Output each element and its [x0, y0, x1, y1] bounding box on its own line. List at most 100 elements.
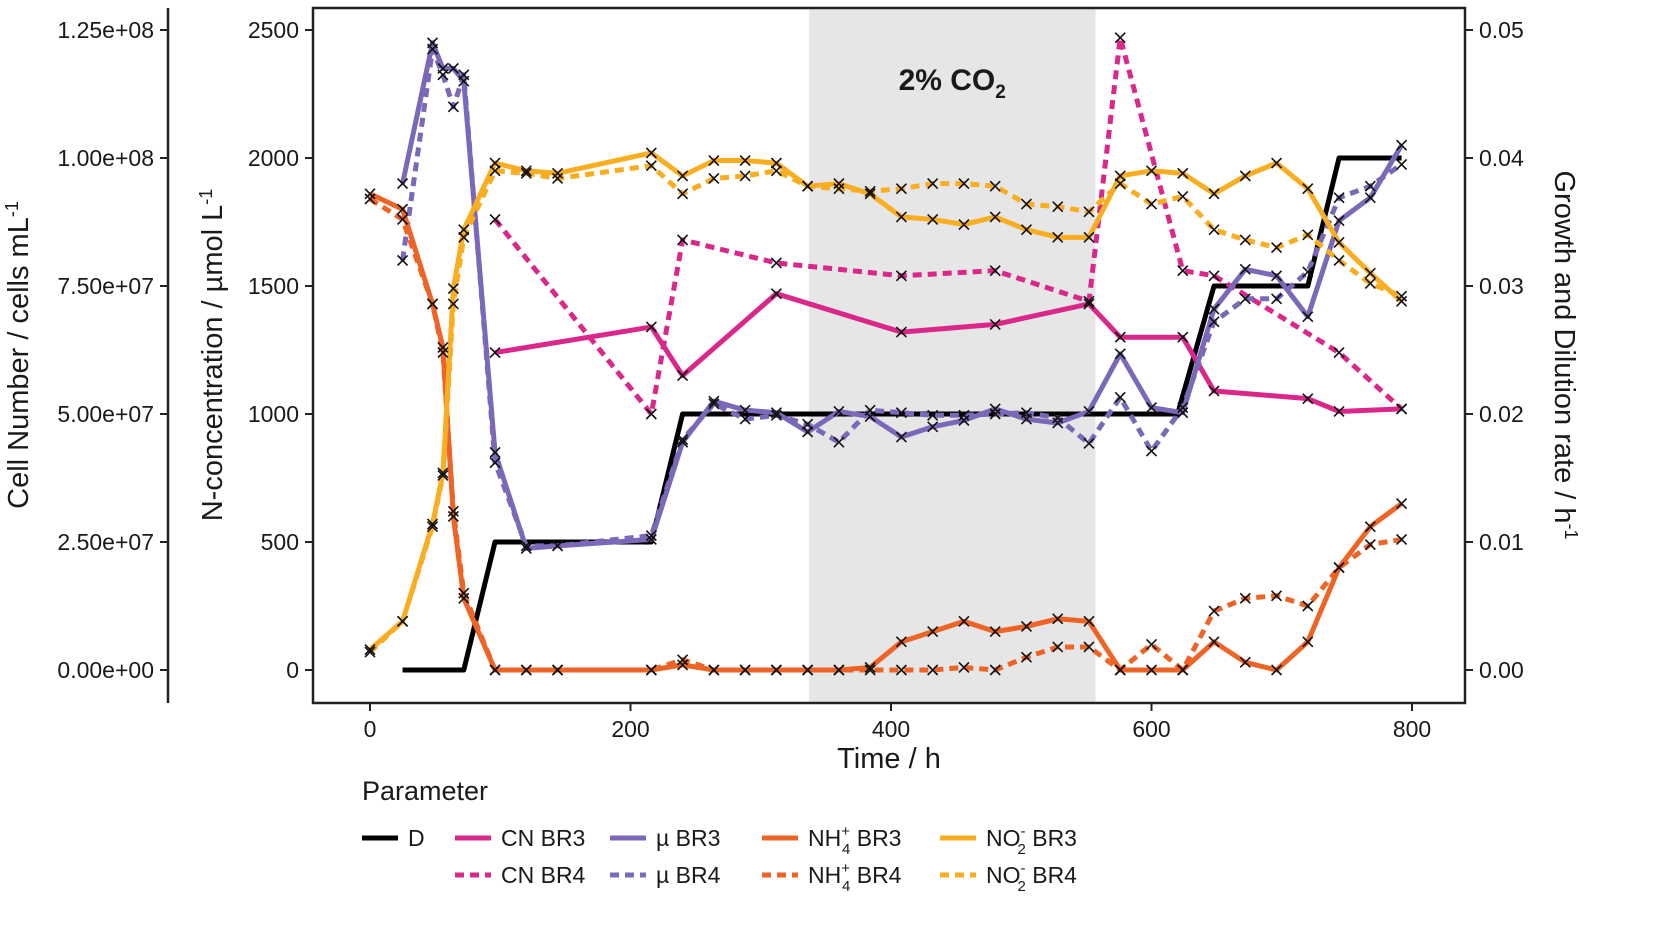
- data-point-nh4: [426, 298, 439, 310]
- data-point-mu4: [1396, 158, 1408, 170]
- data-point-no3: [1270, 157, 1283, 169]
- data-point-cn4: [1208, 270, 1220, 282]
- series-line-no3: [368, 150, 1404, 652]
- data-point-mu3: [489, 446, 501, 458]
- data-point-no4: [958, 178, 970, 190]
- data-point-cn3: [1083, 298, 1095, 310]
- x-tick-label: 800: [1393, 716, 1431, 742]
- data-point-mu3: [1083, 405, 1095, 418]
- data-point-nh4: [396, 213, 409, 226]
- data-point-mu4: [770, 409, 782, 421]
- data-point-no4: [1239, 234, 1251, 246]
- data-point-no3: [833, 178, 845, 190]
- data-point-mu3: [895, 431, 907, 443]
- data-point-nh4: [1083, 641, 1095, 653]
- data-point-cn3: [1302, 393, 1314, 405]
- data-point-no3: [895, 211, 907, 223]
- data-point-cn4: [1177, 265, 1189, 277]
- data-point-mu4: [1177, 402, 1189, 414]
- series-line-D: [402, 155, 1402, 673]
- time-axis: 0 200 400 600 800: [364, 703, 1431, 742]
- data-point-no3: [677, 170, 689, 182]
- data-point-nh4: [1302, 600, 1314, 612]
- x-tick-label: 0: [364, 716, 377, 742]
- data-point-no3: [1364, 267, 1376, 279]
- data-point-mu3: [1145, 402, 1158, 414]
- data-point-nh3: [1364, 521, 1376, 533]
- data-point-no4: [1302, 229, 1314, 241]
- data-point-nh4: [520, 664, 532, 676]
- data-point-nh3: [458, 592, 470, 604]
- data-point-no3: [1239, 170, 1251, 182]
- data-point-no3: [958, 218, 970, 231]
- rate-tick-label: 0.04: [1479, 145, 1524, 171]
- data-point-nh4: [739, 664, 751, 676]
- legend-label-nh3: NH+ 4 BR3: [808, 823, 901, 858]
- data-point-no4: [458, 231, 470, 243]
- data-point-cn4: [489, 213, 501, 226]
- data-point-mu3: [958, 414, 970, 426]
- cell-number-axis: 0.00e+00 2.50e+07 5.00e+07 7.50e+07 1.00e+08…: [57, 8, 170, 703]
- data-point-no4: [551, 172, 564, 185]
- legend-label-D: D: [408, 825, 425, 851]
- data-point-no4: [426, 521, 439, 533]
- data-point-mu4: [677, 434, 689, 446]
- data-point-no4: [677, 188, 689, 200]
- data-point-nh4: [489, 664, 501, 676]
- series-line-mu4: [400, 46, 1404, 549]
- cell-tick-label: 0.00e+00: [57, 657, 154, 683]
- data-point-mu4: [1302, 266, 1314, 278]
- data-point-nh3: [927, 626, 939, 638]
- data-point-no3: [927, 213, 939, 226]
- data-point-cn3: [677, 370, 689, 382]
- nconc-tick-label: 2000: [248, 145, 299, 171]
- data-point-mu3: [645, 533, 657, 546]
- data-point-no3: [1396, 295, 1408, 307]
- x-tick-label: 400: [872, 716, 910, 742]
- data-point-nh4: [1208, 605, 1220, 617]
- data-point-mu4: [833, 436, 845, 448]
- rate-axis: 0.00 0.01 0.02 0.03 0.04 0.05: [1465, 17, 1524, 683]
- data-point-mu4: [864, 404, 876, 416]
- data-point-mu4: [1145, 445, 1158, 457]
- rate-tick-label: 0.01: [1479, 529, 1524, 555]
- data-point-nh4: [989, 664, 1001, 676]
- series-line-no4: [368, 163, 1403, 654]
- data-point-no4: [864, 185, 876, 197]
- data-point-no4: [802, 180, 814, 192]
- data-point-no3: [1020, 224, 1033, 236]
- cell-tick-label: 5.00e+07: [57, 401, 154, 427]
- data-point-mu3: [1302, 311, 1314, 323]
- data-point-mu3: [1364, 192, 1376, 204]
- data-point-nh3: [1270, 664, 1283, 676]
- data-point-no4: [645, 160, 657, 172]
- data-point-no4: [1364, 277, 1376, 290]
- series-line-nh4: [368, 196, 1402, 673]
- data-point-mu3: [520, 542, 532, 554]
- data-point-mu3: [1114, 348, 1126, 360]
- data-point-mu4: [1083, 437, 1095, 450]
- data-point-nh4: [1114, 664, 1126, 676]
- data-point-nh3: [1396, 498, 1408, 510]
- data-point-no3: [708, 154, 720, 167]
- data-point-no3: [1052, 231, 1064, 243]
- data-point-nh4: [1270, 590, 1283, 602]
- co2-shaded-region: [808, 8, 1096, 703]
- data-point-mu3: [770, 407, 782, 419]
- data-point-no3: [989, 211, 1001, 223]
- data-point-no4: [1270, 242, 1283, 254]
- rate-tick-label: 0.03: [1479, 273, 1524, 299]
- data-point-nh3: [437, 341, 449, 354]
- data-point-nh3: [364, 188, 376, 200]
- data-point-mu3: [677, 436, 689, 448]
- data-point-nh3: [989, 626, 1001, 638]
- data-point-mu4: [895, 407, 907, 419]
- n-concentration-axis-title: N-concentration / µmol L-1: [196, 189, 229, 522]
- data-point-nh4: [1145, 638, 1158, 650]
- data-point-nh3: [447, 510, 459, 522]
- plot-frame: [311, 6, 1467, 705]
- data-point-cn4: [989, 265, 1001, 277]
- data-point-nh4: [1177, 664, 1189, 676]
